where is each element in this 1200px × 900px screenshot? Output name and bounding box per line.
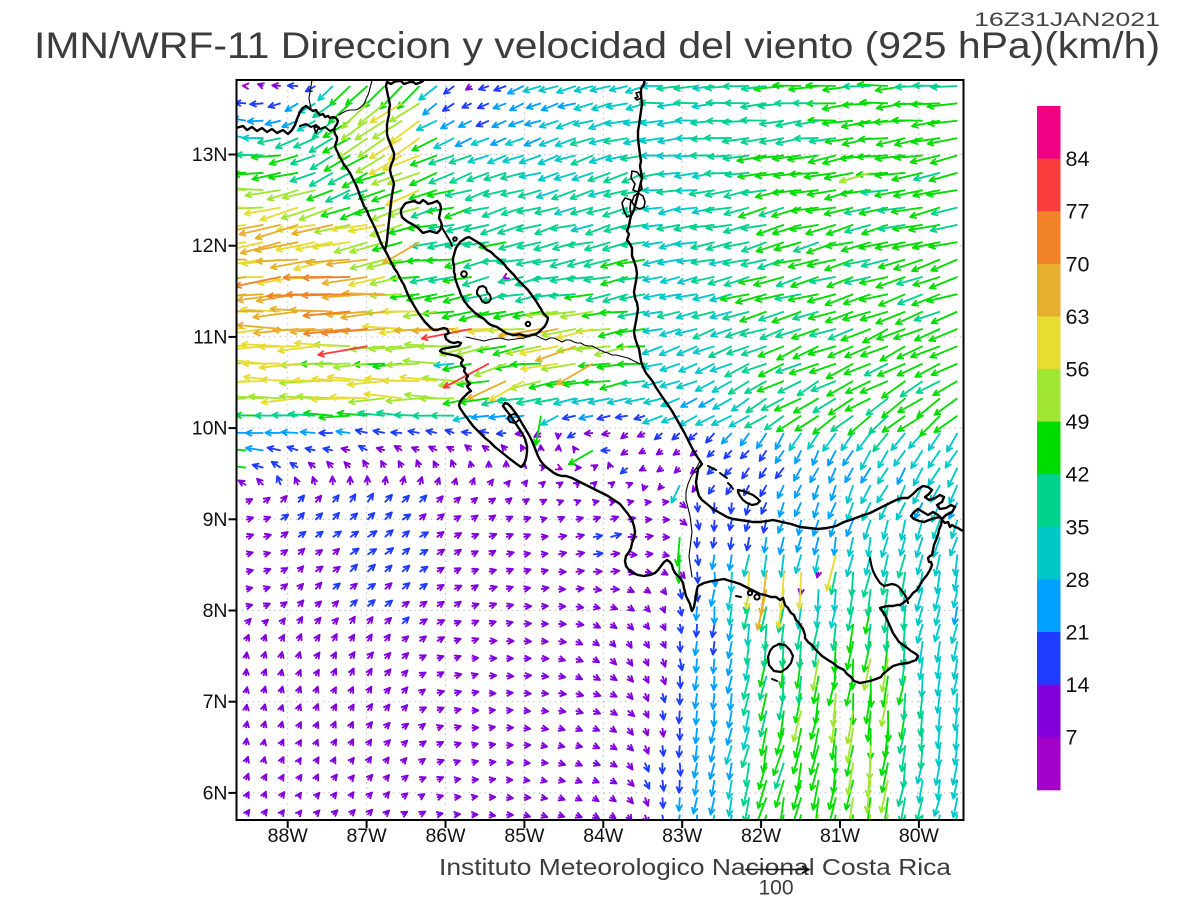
svg-text:84: 84 bbox=[1066, 147, 1090, 171]
svg-text:8N: 8N bbox=[203, 600, 228, 622]
svg-text:35: 35 bbox=[1066, 515, 1090, 539]
svg-text:28: 28 bbox=[1066, 568, 1090, 592]
svg-text:IMN/WRF-11 Direccion y velocid: IMN/WRF-11 Direccion y velocidad del vie… bbox=[34, 25, 1160, 66]
svg-text:77: 77 bbox=[1066, 200, 1090, 224]
svg-text:56: 56 bbox=[1066, 358, 1090, 382]
svg-text:84W: 84W bbox=[583, 825, 624, 847]
svg-text:82W: 82W bbox=[741, 825, 782, 847]
svg-text:86W: 86W bbox=[425, 825, 466, 847]
svg-text:81W: 81W bbox=[820, 825, 861, 847]
svg-text:100: 100 bbox=[758, 877, 793, 900]
svg-text:13N: 13N bbox=[192, 144, 228, 166]
svg-text:42: 42 bbox=[1066, 463, 1090, 487]
svg-text:88W: 88W bbox=[268, 825, 309, 847]
svg-text:14: 14 bbox=[1066, 673, 1090, 697]
svg-text:87W: 87W bbox=[347, 825, 388, 847]
svg-text:9N: 9N bbox=[203, 509, 228, 531]
svg-text:21: 21 bbox=[1066, 621, 1090, 645]
svg-text:10N: 10N bbox=[192, 418, 228, 440]
svg-text:7N: 7N bbox=[203, 691, 228, 713]
svg-text:12N: 12N bbox=[192, 235, 228, 257]
svg-text:6N: 6N bbox=[203, 782, 228, 804]
svg-text:70: 70 bbox=[1066, 252, 1090, 276]
svg-text:63: 63 bbox=[1066, 305, 1090, 329]
svg-text:49: 49 bbox=[1066, 410, 1090, 434]
svg-text:85W: 85W bbox=[504, 825, 545, 847]
svg-text:11N: 11N bbox=[193, 326, 227, 348]
svg-text:16Z31JAN2021: 16Z31JAN2021 bbox=[974, 10, 1160, 31]
svg-text:83W: 83W bbox=[662, 825, 703, 847]
svg-text:Instituto Meteorologico Nacion: Instituto Meteorologico Nacional Costa R… bbox=[439, 854, 952, 880]
svg-text:7: 7 bbox=[1066, 726, 1078, 750]
svg-text:80W: 80W bbox=[899, 825, 940, 847]
